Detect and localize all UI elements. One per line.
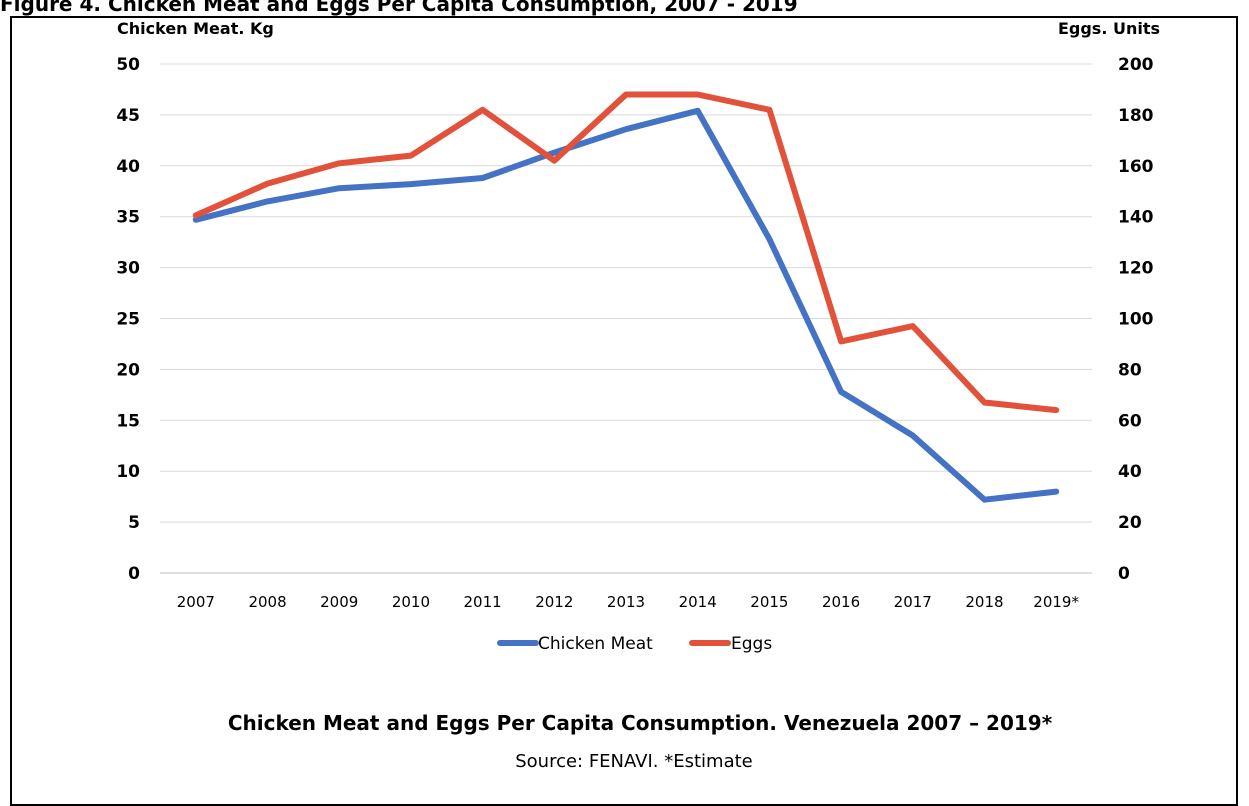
- data-point-chicken-meat: [267, 200, 269, 202]
- data-point-eggs: [983, 401, 985, 403]
- left-tick-label: 20: [116, 360, 140, 380]
- x-tick-label: 2010: [392, 593, 430, 611]
- right-tick-label: 0: [1118, 564, 1130, 584]
- legend: Chicken Meat Eggs: [497, 634, 772, 654]
- data-point-chicken-meat: [482, 177, 484, 179]
- x-tick-label: 2014: [679, 593, 717, 611]
- right-tick-label: 100: [1118, 310, 1154, 330]
- data-point-eggs: [697, 94, 699, 96]
- data-point-eggs: [625, 94, 627, 96]
- data-point-eggs: [410, 155, 412, 157]
- data-point-eggs: [482, 109, 484, 111]
- left-tick-label: 30: [116, 259, 140, 279]
- right-tick-label: 40: [1118, 462, 1142, 482]
- x-tick-label: 2015: [750, 593, 788, 611]
- right-tick-label: 80: [1118, 360, 1142, 380]
- x-axis-ticks: 2007 2008 2009 2010 2011 2012 2013 2014 2015 2016…: [177, 593, 1080, 611]
- chart-source: Source: FENAVI. *Estimate: [515, 751, 753, 772]
- left-tick-label: 50: [116, 55, 140, 75]
- data-point-eggs: [338, 162, 340, 164]
- data-point-chicken-meat: [625, 128, 627, 130]
- x-tick-label: 2007: [177, 593, 215, 611]
- x-tick-label: 2019*: [1033, 593, 1079, 611]
- data-point-eggs: [768, 109, 770, 111]
- data-point-eggs: [912, 325, 914, 327]
- data-point-eggs: [840, 340, 842, 342]
- left-tick-label: 45: [116, 106, 140, 126]
- data-point-chicken-meat: [553, 152, 555, 154]
- legend-label-eggs: Eggs: [731, 634, 772, 654]
- x-tick-label: 2008: [248, 593, 286, 611]
- chart-canvas: 0 5 10 15 20 25 30 35 40 45 50 0 20 40 60 80 100 120 140 1…: [116, 19, 1160, 772]
- series-line-eggs: [192, 91, 1060, 414]
- left-tick-label: 25: [116, 310, 140, 330]
- chart-caption: Chicken Meat and Eggs Per Capita Consump…: [228, 711, 1053, 735]
- right-tick-label: 120: [1118, 259, 1154, 279]
- gridlines: [160, 63, 1092, 574]
- data-point-chicken-meat: [983, 499, 985, 501]
- right-tick-label: 160: [1118, 157, 1154, 177]
- x-tick-label: 2018: [965, 593, 1003, 611]
- data-point-chicken-meat: [338, 187, 340, 189]
- x-tick-label: 2017: [894, 593, 932, 611]
- data-point-chicken-meat: [912, 435, 914, 437]
- right-axis-ticks: 0 20 40 60 80 100 120 140 160 180 200: [1118, 55, 1154, 584]
- right-tick-label: 20: [1118, 513, 1142, 533]
- left-tick-label: 40: [116, 157, 140, 177]
- x-tick-label: 2013: [607, 593, 645, 611]
- x-tick-label: 2016: [822, 593, 860, 611]
- legend-label-chicken-meat: Chicken Meat: [538, 634, 653, 654]
- x-tick-label: 2011: [464, 593, 502, 611]
- left-tick-label: 35: [116, 208, 140, 228]
- right-tick-label: 140: [1118, 208, 1154, 228]
- right-tick-label: 60: [1118, 411, 1142, 431]
- left-tick-label: 5: [128, 513, 140, 533]
- x-tick-label: 2012: [535, 593, 573, 611]
- data-point-chicken-meat: [768, 238, 770, 240]
- right-tick-label: 180: [1118, 106, 1154, 126]
- right-axis-title: Eggs. Units: [1058, 19, 1160, 38]
- data-point-eggs: [195, 214, 197, 216]
- x-tick-label: 2009: [320, 593, 358, 611]
- data-point-eggs: [267, 183, 269, 185]
- data-point-eggs: [1055, 409, 1057, 411]
- left-axis-ticks: 0 5 10 15 20 25 30 35 40 45 50: [116, 55, 140, 584]
- figure-title-cut: Figure 4. Chicken Meat and Eggs Per Capi…: [0, 0, 798, 16]
- data-point-chicken-meat: [697, 110, 699, 112]
- data-point-chicken-meat: [195, 219, 197, 221]
- data-point-chicken-meat: [410, 183, 412, 185]
- left-tick-label: 10: [116, 462, 140, 482]
- left-axis-title: Chicken Meat. Kg: [117, 19, 274, 38]
- right-tick-label: 200: [1118, 55, 1154, 75]
- left-tick-label: 15: [116, 411, 140, 431]
- data-point-chicken-meat: [1055, 491, 1057, 493]
- series-lines: [192, 91, 1060, 503]
- data-point-eggs: [553, 160, 555, 162]
- data-point-chicken-meat: [840, 391, 842, 393]
- left-tick-label: 0: [128, 564, 140, 584]
